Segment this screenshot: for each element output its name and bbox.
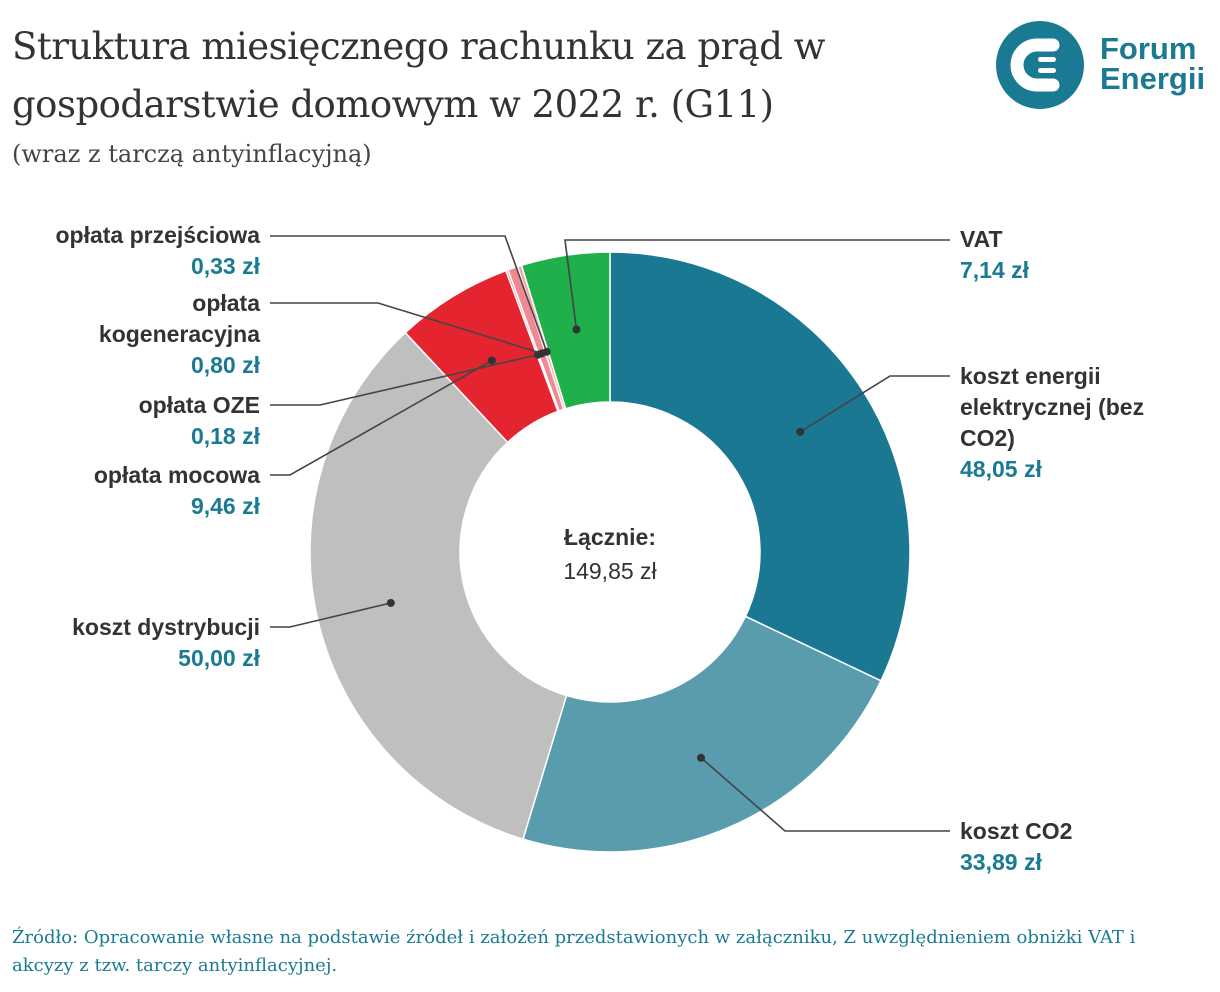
- label-name: opłata przejściowa: [55, 222, 260, 248]
- label-value: 48,05 zł: [960, 456, 1042, 482]
- center-value: 149,85 zł: [563, 558, 657, 584]
- center-label: Łącznie:: [563, 524, 657, 550]
- label-name: VAT: [960, 226, 1003, 252]
- label-co2: koszt CO2 33,89 zł: [960, 816, 1200, 878]
- label-name: koszt CO2: [960, 818, 1073, 844]
- leader-line-0: [799, 375, 950, 433]
- label-value: 50,00 zł: [178, 645, 260, 671]
- label-przejsciowa: opłata przejściowa 0,33 zł: [0, 220, 260, 282]
- label-name: koszt dystrybucji: [72, 614, 260, 640]
- label-value: 9,46 zł: [190, 493, 260, 519]
- chart-title: Struktura miesięcznego rachunku za prąd …: [12, 25, 825, 126]
- label-value: 7,14 zł: [960, 257, 1030, 283]
- label-vat: VAT 7,14 zł: [960, 224, 1200, 286]
- leader-dot-6: [542, 347, 551, 356]
- source-note: Źródło: Opracowanie własne na podstawie …: [12, 927, 1136, 976]
- label-dystrybucja: koszt dystrybucji 50,00 zł: [0, 612, 260, 674]
- leader-line-7: [564, 239, 950, 330]
- chart-subtitle: (wraz z tarczą antyinflacyjną): [12, 140, 372, 168]
- slice-7: [520, 251, 611, 410]
- slice-0: [609, 251, 911, 682]
- label-value: 0,33 zł: [190, 253, 260, 279]
- label-mocowa: opłata mocowa 9,46 zł: [0, 460, 260, 522]
- label-oze: opłata OZE 0,18 zł: [0, 390, 260, 452]
- label-name: opłata OZE: [138, 392, 260, 418]
- leader-line-4: [270, 353, 539, 406]
- label-name: opłata mocowa: [93, 462, 260, 488]
- label-kogeneracyjna: opłata kogeneracyjna 0,80 zł: [60, 288, 260, 381]
- leader-dot-3: [487, 356, 496, 365]
- leader-dot-0: [796, 427, 805, 436]
- leader-line-2: [270, 602, 392, 628]
- leader-line-1: [700, 757, 950, 832]
- logo-line2: Energii: [1100, 61, 1206, 96]
- logo-line1: Forum: [1100, 31, 1197, 66]
- label-name: koszt energii elektrycznej (bez CO2): [960, 363, 1145, 451]
- forum-energii-logo-icon: [996, 21, 1084, 109]
- leader-line-5: [270, 302, 543, 355]
- slice-1: [522, 615, 882, 853]
- leader-line-3: [270, 359, 493, 476]
- label-name: opłata kogeneracyjna: [98, 290, 260, 347]
- label-value: 0,80 zł: [190, 352, 260, 378]
- leader-line-6: [270, 235, 548, 353]
- center-total: Łącznie: 149,85 zł: [510, 520, 710, 588]
- leader-dot-2: [386, 598, 395, 607]
- leader-dot-1: [696, 753, 705, 762]
- logo-text: Forum Energii: [1100, 31, 1206, 96]
- label-energy: koszt energii elektrycznej (bez CO2) 48,0…: [960, 361, 1180, 485]
- label-value: 0,18 zł: [190, 423, 260, 449]
- leader-dot-7: [572, 325, 581, 334]
- label-value: 33,89 zł: [960, 849, 1042, 875]
- slice-2: [309, 331, 568, 841]
